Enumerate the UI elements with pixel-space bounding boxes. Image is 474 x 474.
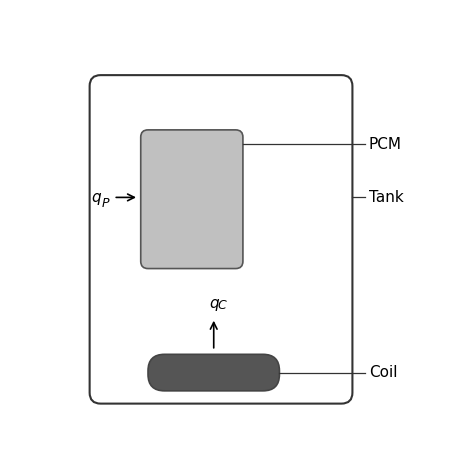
Text: C: C (218, 300, 226, 312)
Text: q: q (91, 190, 101, 205)
Text: q: q (209, 296, 219, 310)
Text: Coil: Coil (369, 365, 397, 380)
FancyBboxPatch shape (90, 75, 352, 404)
Text: PCM: PCM (369, 137, 402, 152)
FancyBboxPatch shape (141, 130, 243, 269)
Text: P: P (102, 198, 109, 210)
FancyBboxPatch shape (148, 355, 279, 391)
Text: Tank: Tank (369, 190, 403, 205)
